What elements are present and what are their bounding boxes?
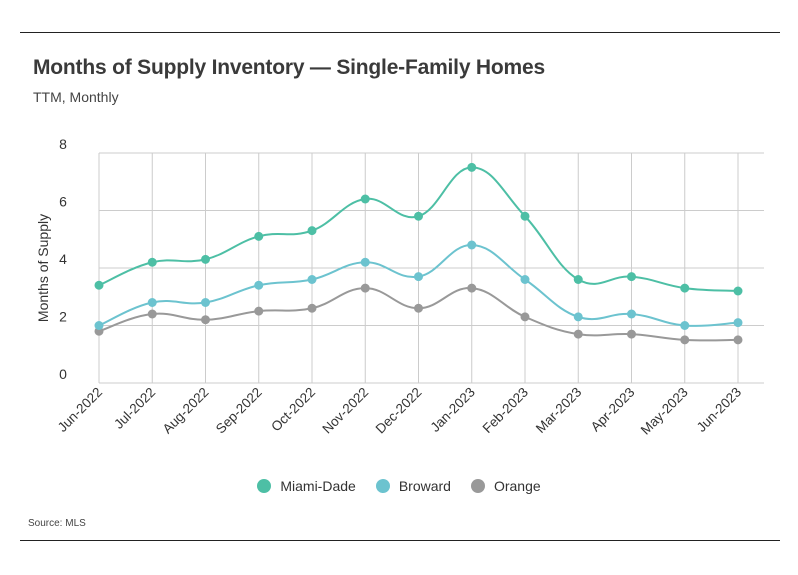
- data-point-miami-dade: [680, 283, 690, 293]
- x-tick-label: Oct-2022: [268, 385, 318, 435]
- data-point-orange: [201, 315, 210, 325]
- data-point-broward: [627, 309, 636, 319]
- data-point-orange: [680, 335, 690, 345]
- data-point-broward: [467, 240, 477, 250]
- bottom-rule: [20, 540, 780, 541]
- legend-label-broward: Broward: [398, 478, 451, 494]
- data-point-orange: [360, 283, 370, 293]
- data-point-broward: [573, 312, 583, 322]
- legend-marker-orange: [470, 479, 485, 493]
- y-tick-label: 4: [59, 251, 67, 267]
- data-point-miami-dade: [360, 194, 370, 204]
- data-point-miami-dade: [254, 231, 264, 241]
- chart-title: Months of Supply Inventory — Single-Fami…: [33, 56, 545, 79]
- top-rule: [20, 32, 780, 33]
- data-point-orange: [627, 329, 636, 339]
- data-point-orange: [733, 335, 743, 345]
- y-tick-label: 6: [59, 194, 67, 210]
- data-point-broward: [414, 272, 423, 282]
- x-tick-label: May-2023: [638, 385, 691, 438]
- legend: Miami-Dade Broward Orange: [0, 478, 798, 494]
- data-point-orange: [414, 303, 423, 313]
- data-point-miami-dade: [94, 280, 104, 290]
- data-point-miami-dade: [520, 211, 530, 221]
- data-point-orange: [520, 312, 530, 322]
- legend-item-broward[interactable]: Broward: [375, 478, 451, 494]
- data-point-broward: [520, 275, 530, 284]
- data-point-broward: [147, 298, 157, 307]
- source-note: Source: MLS: [28, 518, 86, 529]
- data-point-broward: [360, 257, 370, 267]
- data-point-broward: [680, 321, 690, 330]
- data-point-broward: [201, 298, 210, 307]
- y-axis-label: Months of Supply: [35, 214, 51, 322]
- y-tick-label: 0: [59, 366, 67, 382]
- y-tick-label: 2: [59, 309, 67, 325]
- data-point-orange: [467, 283, 477, 293]
- data-point-miami-dade: [147, 257, 157, 267]
- data-point-miami-dade: [201, 254, 210, 264]
- x-tick-label: Apr-2023: [588, 385, 638, 435]
- x-tick-label: Dec-2022: [373, 385, 425, 437]
- data-point-broward: [733, 318, 743, 328]
- data-point-orange: [573, 329, 583, 339]
- legend-label-orange: Orange: [493, 478, 541, 494]
- legend-marker-miami-dade: [257, 479, 272, 493]
- y-tick-label: 8: [59, 136, 67, 152]
- legend-label-miami-dade: Miami-Dade: [280, 478, 356, 494]
- x-tick-label: Jun-2022: [55, 385, 105, 435]
- data-point-broward: [254, 280, 264, 290]
- data-point-broward: [94, 321, 104, 330]
- x-tick-label: Aug-2022: [160, 385, 212, 437]
- legend-item-miami-dade[interactable]: Miami-Dade: [257, 478, 356, 494]
- x-tick-label: Mar-2023: [533, 385, 584, 436]
- x-tick-label: Feb-2023: [480, 385, 531, 436]
- x-tick-label: Jul-2022: [111, 385, 158, 432]
- data-point-orange: [147, 309, 157, 319]
- x-tick-label: Jan-2023: [427, 385, 477, 435]
- data-point-miami-dade: [627, 272, 636, 282]
- legend-marker-broward: [375, 479, 390, 493]
- data-point-broward: [307, 275, 317, 284]
- x-tick-label: Jun-2023: [694, 385, 744, 435]
- legend-item-orange[interactable]: Orange: [470, 478, 541, 494]
- data-point-orange: [307, 303, 317, 313]
- data-point-miami-dade: [733, 286, 743, 296]
- x-tick-label: Sep-2022: [213, 385, 265, 437]
- data-point-miami-dade: [573, 275, 583, 284]
- data-point-miami-dade: [414, 211, 423, 221]
- data-point-orange: [254, 306, 264, 316]
- x-tick-label: Nov-2022: [319, 385, 371, 437]
- data-point-miami-dade: [307, 226, 317, 236]
- chart-subtitle: TTM, Monthly: [33, 89, 119, 105]
- data-point-miami-dade: [467, 162, 477, 172]
